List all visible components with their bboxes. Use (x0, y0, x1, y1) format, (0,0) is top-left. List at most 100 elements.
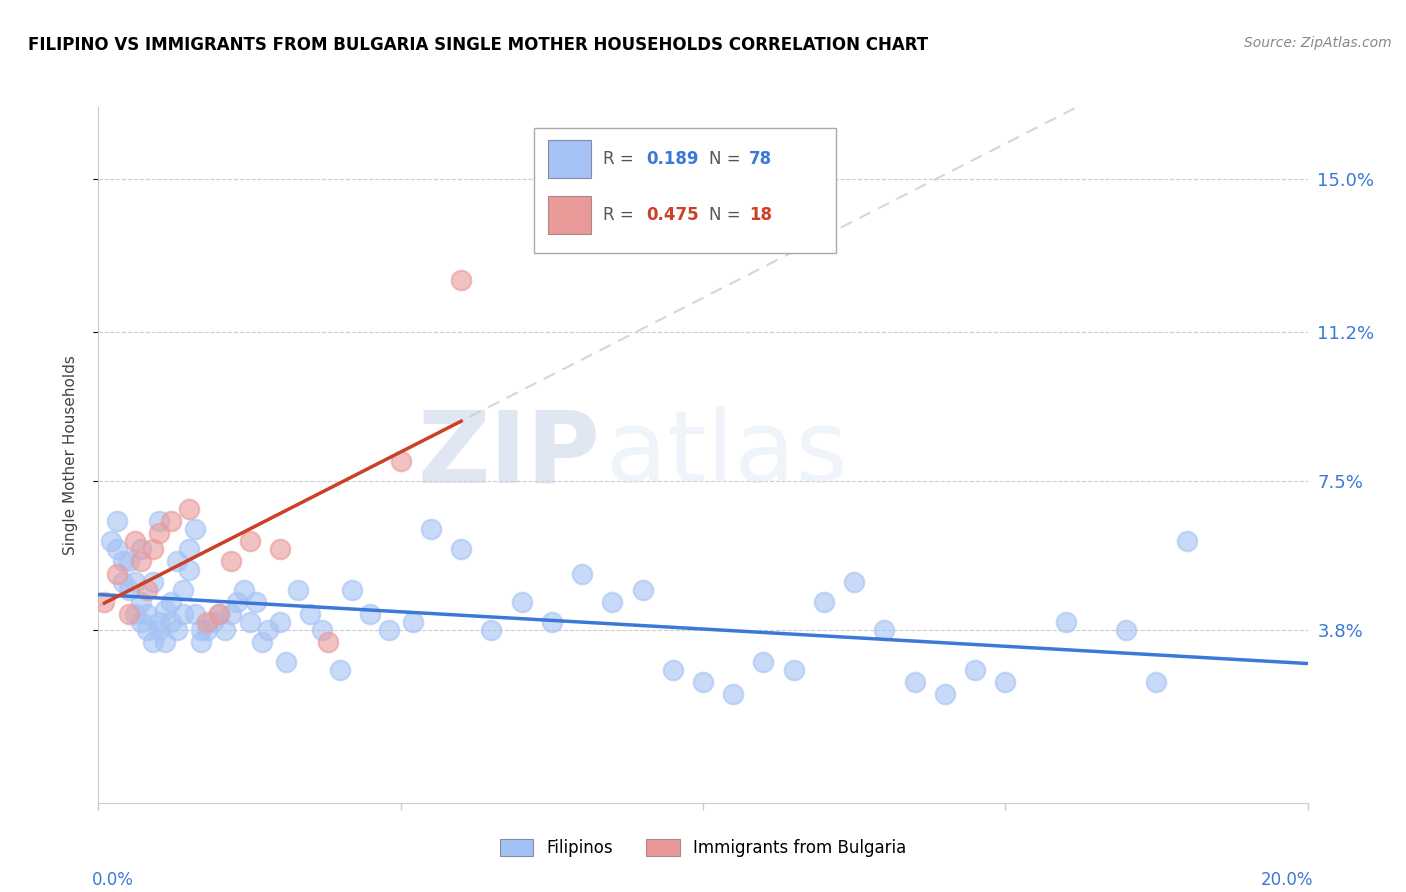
Point (166, 623, 188, 637)
Point (166, 554, 188, 568)
FancyBboxPatch shape (548, 140, 591, 178)
Text: R =: R = (603, 206, 638, 224)
Point (873, 623, 896, 637)
Point (540, 615, 562, 629)
Point (1054, 615, 1077, 629)
Point (129, 554, 152, 568)
Point (481, 623, 503, 637)
Point (195, 615, 218, 629)
FancyBboxPatch shape (534, 128, 837, 253)
Point (148, 623, 170, 637)
Point (118, 607, 141, 621)
Point (160, 615, 183, 629)
Point (118, 582, 141, 597)
Point (124, 534, 146, 549)
Point (100, 534, 122, 549)
Point (844, 574, 866, 589)
Point (93, 595, 115, 609)
Text: N =: N = (709, 206, 747, 224)
Text: 0.189: 0.189 (647, 150, 699, 169)
Text: 20.0%: 20.0% (1261, 871, 1313, 889)
Text: N =: N = (709, 150, 747, 169)
Point (153, 603, 176, 617)
FancyBboxPatch shape (548, 195, 591, 234)
Point (208, 607, 231, 621)
Point (172, 582, 194, 597)
Point (221, 554, 243, 568)
Point (965, 663, 987, 677)
Text: atlas: atlas (606, 407, 848, 503)
Point (1115, 623, 1137, 637)
Point (172, 607, 194, 621)
Point (129, 542, 152, 557)
Point (124, 574, 146, 589)
Point (124, 607, 146, 621)
Point (148, 526, 170, 541)
Point (148, 615, 170, 629)
Point (129, 615, 152, 629)
Point (142, 635, 165, 649)
Point (184, 522, 207, 536)
Point (510, 595, 533, 609)
Text: 0.475: 0.475 (647, 206, 699, 224)
Point (631, 582, 654, 597)
Point (184, 607, 207, 621)
Point (752, 655, 775, 669)
Point (226, 595, 249, 609)
Point (783, 663, 806, 677)
Point (602, 595, 624, 609)
Point (153, 635, 176, 649)
Point (105, 514, 128, 528)
Point (135, 607, 157, 621)
Point (813, 595, 835, 609)
Point (214, 623, 236, 637)
Point (208, 607, 231, 621)
Point (274, 655, 297, 669)
Point (195, 623, 218, 637)
Point (402, 615, 425, 629)
Point (111, 574, 134, 589)
Text: 78: 78 (749, 150, 772, 169)
Point (160, 514, 183, 528)
Point (250, 635, 273, 649)
Point (105, 566, 128, 581)
Point (360, 607, 382, 621)
Point (221, 607, 243, 621)
Legend: Filipinos, Immigrants from Bulgaria: Filipinos, Immigrants from Bulgaria (494, 832, 912, 864)
Point (142, 574, 165, 589)
Point (316, 635, 339, 649)
Point (342, 582, 364, 597)
Point (420, 522, 443, 536)
Point (450, 542, 472, 557)
Point (934, 687, 956, 701)
Point (571, 566, 593, 581)
Point (245, 595, 267, 609)
Text: 18: 18 (749, 206, 772, 224)
Point (160, 595, 183, 609)
Point (111, 554, 134, 568)
Point (190, 635, 212, 649)
Text: 0.0%: 0.0% (93, 871, 134, 889)
Point (1144, 675, 1167, 690)
Text: FILIPINO VS IMMIGRANTS FROM BULGARIA SINGLE MOTHER HOUSEHOLDS CORRELATION CHART: FILIPINO VS IMMIGRANTS FROM BULGARIA SIN… (28, 36, 928, 54)
Point (377, 623, 399, 637)
Y-axis label: Single Mother Households: Single Mother Households (63, 355, 77, 555)
Text: R =: R = (603, 150, 638, 169)
Point (269, 615, 291, 629)
Point (329, 663, 352, 677)
Point (1175, 534, 1198, 549)
Point (389, 454, 412, 468)
Point (299, 607, 322, 621)
Point (232, 582, 254, 597)
Point (148, 514, 170, 528)
Point (661, 663, 683, 677)
Point (202, 615, 225, 629)
Point (179, 542, 201, 557)
Point (179, 562, 201, 576)
Point (142, 542, 165, 557)
Point (723, 687, 745, 701)
Point (129, 595, 152, 609)
Point (904, 675, 927, 690)
Point (256, 623, 278, 637)
Point (269, 542, 291, 557)
